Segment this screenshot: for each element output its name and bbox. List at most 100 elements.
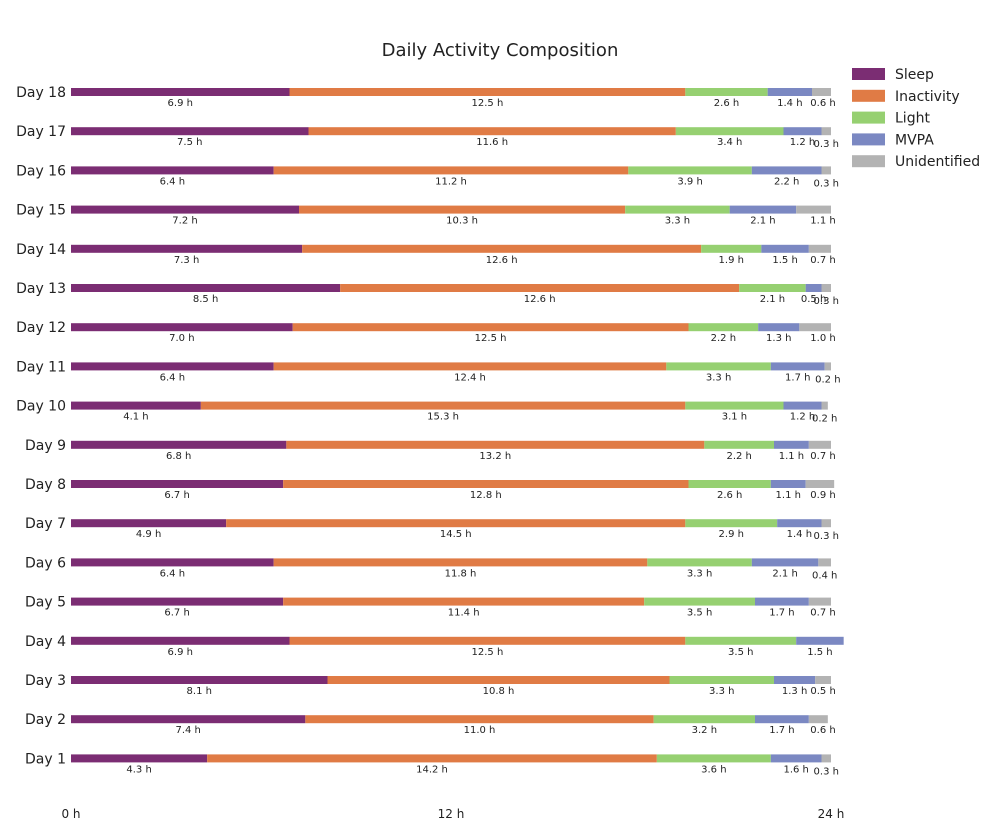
segment-value-label: 11.0 h (464, 725, 496, 736)
day-label: Day 7 (25, 516, 66, 532)
segment-value-label: 3.2 h (692, 725, 717, 736)
segment-value-label: 0.3 h (814, 766, 839, 777)
segment-value-label: 1.0 h (810, 333, 835, 344)
day-label: Day 8 (25, 477, 66, 493)
segment-value-label: 6.7 h (164, 608, 189, 619)
segment-value-label: 2.2 h (711, 333, 736, 344)
segment-value-label: 1.6 h (783, 764, 808, 775)
bar-segment-inactivity (273, 362, 667, 371)
bar-segment-mvpa (770, 362, 825, 371)
bar-segment-inactivity (289, 636, 686, 645)
segment-value-label: 0.9 h (810, 490, 835, 501)
segment-value-label: 11.8 h (445, 568, 477, 579)
bar-segment-mvpa (774, 440, 809, 449)
bar-segment-unidentified (805, 480, 835, 488)
segment-value-label: 0.7 h (810, 451, 835, 462)
segment-value-label: 15.3 h (427, 412, 459, 423)
bar-segment-sleep (71, 127, 309, 136)
segment-value-label: 8.5 h (193, 294, 218, 305)
segment-value-label: 6.8 h (166, 451, 191, 462)
bar-segment-inactivity (207, 754, 657, 763)
segment-value-label: 7.3 h (174, 255, 199, 266)
legend-label: Light (895, 111, 930, 127)
segment-value-label: 1.5 h (807, 647, 832, 658)
segment-value-label: 0.6 h (810, 98, 835, 109)
segment-value-label: 7.0 h (169, 333, 194, 344)
chart-title: Daily Activity Composition (382, 40, 619, 61)
day-label: Day 10 (16, 399, 66, 415)
bar-segment-sleep (71, 597, 284, 606)
segment-value-label: 4.1 h (123, 412, 148, 423)
bar-segment-mvpa (751, 166, 822, 175)
bar-segment-inactivity (283, 597, 645, 606)
bar-segment-sleep (71, 88, 290, 96)
bar-segment-unidentified (796, 205, 831, 214)
bar-segment-light (685, 519, 778, 528)
segment-value-label: 0.3 h (814, 178, 839, 189)
bar-segment-mvpa (729, 205, 797, 214)
segment-value-label: 14.5 h (440, 529, 472, 540)
bar-segment-light (685, 88, 768, 96)
bar-segment-unidentified (821, 401, 828, 410)
segment-value-label: 0.2 h (815, 374, 840, 385)
segment-value-label: 1.1 h (779, 451, 804, 462)
segment-value-label: 7.5 h (177, 137, 202, 148)
segment-value-label: 12.6 h (486, 255, 518, 266)
bar-segment-sleep (71, 558, 274, 567)
legend-swatch (852, 133, 885, 146)
bar-segment-light (675, 127, 784, 136)
day-label: Day 2 (25, 712, 66, 728)
day-label: Day 15 (16, 203, 66, 219)
segment-value-label: 0.6 h (810, 725, 835, 736)
bar-segment-unidentified (821, 166, 831, 175)
segment-value-label: 8.1 h (187, 686, 212, 697)
bar-segment-mvpa (755, 597, 809, 606)
day-label: Day 6 (25, 555, 66, 571)
day-label: Day 12 (16, 320, 66, 336)
segment-value-label: 1.9 h (719, 255, 744, 266)
segment-value-label: 7.2 h (172, 216, 197, 227)
segment-value-label: 1.3 h (782, 686, 807, 697)
segment-value-label: 1.1 h (776, 490, 801, 501)
bar-segment-mvpa (774, 676, 816, 684)
segment-value-label: 3.9 h (677, 176, 702, 187)
segment-value-label: 13.2 h (479, 451, 511, 462)
bar-segment-light (653, 715, 755, 724)
bar-segment-inactivity (299, 205, 626, 214)
day-label: Day 18 (16, 85, 66, 101)
segment-value-label: 11.6 h (476, 137, 508, 148)
segment-value-label: 2.2 h (774, 176, 799, 187)
segment-value-label: 0.7 h (810, 255, 835, 266)
segment-value-label: 1.2 h (790, 137, 815, 148)
segment-value-label: 0.3 h (814, 531, 839, 542)
segment-value-label: 3.5 h (687, 608, 712, 619)
segment-value-label: 7.4 h (175, 725, 200, 736)
legend-swatch (852, 155, 885, 168)
bar-segment-mvpa (805, 284, 822, 292)
day-label: Day 5 (25, 595, 66, 611)
day-label: Day 4 (25, 634, 66, 650)
day-label: Day 17 (16, 124, 66, 140)
day-label: Day 1 (25, 751, 66, 767)
segment-value-label: 2.6 h (714, 98, 739, 109)
bar-segment-sleep (71, 754, 208, 763)
bar-segment-sleep (71, 323, 293, 332)
segment-value-label: 2.1 h (760, 294, 785, 305)
day-labels-group: Day 18 Day 17 Day 16 Day 15 Day 14 Day 13 Day … (16, 85, 66, 767)
bar-segment-sleep (71, 284, 341, 292)
x-tick-label: 12 h (438, 807, 465, 821)
segment-value-label: 0.3 h (814, 139, 839, 150)
segment-value-label: 3.3 h (665, 216, 690, 227)
day-label: Day 3 (25, 673, 66, 689)
segment-value-label: 2.6 h (717, 490, 742, 501)
x-tick-label: 24 h (818, 807, 845, 821)
legend-label: Sleep (895, 67, 934, 83)
segment-value-label: 3.3 h (709, 686, 734, 697)
bar-segment-light (628, 166, 752, 175)
bar-segment-mvpa (783, 401, 822, 410)
bar-segment-sleep (71, 401, 201, 410)
segment-value-label: 6.4 h (160, 568, 185, 579)
segment-value-label: 4.3 h (126, 764, 151, 775)
segment-labels-group: 6.9 h 12.5 h 2.6 h 1.4 h 0.6 h 7.5 h 11.6 h 3.4… (123, 98, 840, 777)
